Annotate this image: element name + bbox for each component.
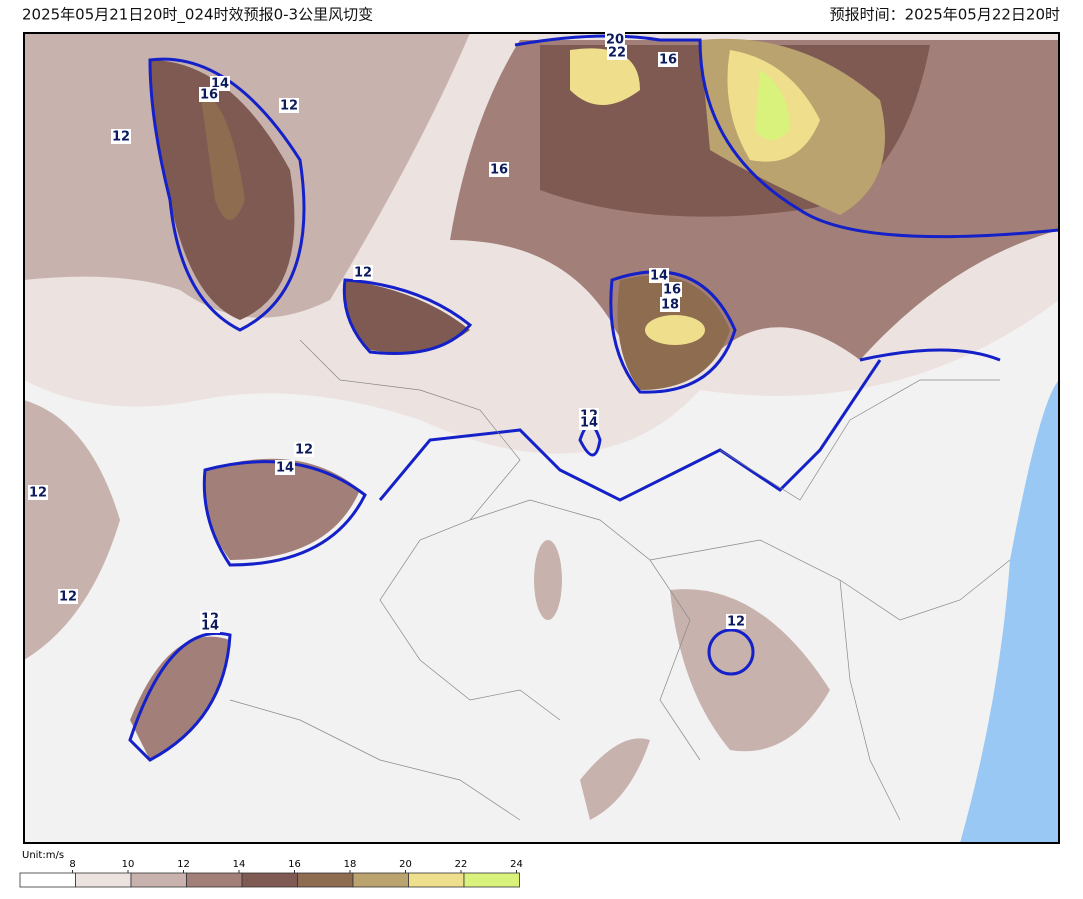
contour-labels: 2022161416121216121416181214121412121214… bbox=[28, 32, 746, 634]
contour-label: 12 bbox=[727, 615, 745, 630]
colorbar-label: 14 bbox=[233, 859, 246, 870]
colorbar-label: 8 bbox=[69, 859, 75, 870]
colorbar-box bbox=[241, 872, 298, 888]
legend-unit: Unit:m/s bbox=[22, 850, 64, 861]
contour-label: 12 bbox=[59, 590, 77, 605]
contour-label-bg bbox=[200, 618, 220, 633]
contour-label-bg bbox=[660, 297, 680, 312]
map-title: 2025年05月21日20时_024时效预报0-3公里风切变 bbox=[22, 6, 373, 25]
contour-label-bg bbox=[607, 45, 627, 60]
contour-label-bg bbox=[353, 265, 373, 280]
contour-label-bg bbox=[58, 589, 78, 604]
contour-label-bg bbox=[489, 162, 509, 177]
valid-time: 预报时间：2025年05月22日20时 bbox=[830, 6, 1060, 24]
contour-label-bg bbox=[111, 129, 131, 144]
contour-label: 12 bbox=[280, 99, 298, 114]
colorbar-box bbox=[19, 872, 76, 888]
contour-label-bg bbox=[275, 460, 295, 475]
contour-label: 14 bbox=[580, 416, 598, 431]
contour-label-bg bbox=[605, 32, 625, 47]
contour-label: 16 bbox=[663, 283, 681, 298]
contour-label: 16 bbox=[490, 163, 508, 178]
colorbar: 8 10 12 14 16 18 20 22 24 bbox=[19, 859, 523, 888]
contour-label-bg bbox=[294, 442, 314, 457]
contour-label: 12 bbox=[295, 443, 313, 458]
map-frame bbox=[23, 32, 1060, 844]
contour-label: 18 bbox=[661, 298, 679, 313]
contour-label: 22 bbox=[608, 46, 626, 61]
contour-label-bg bbox=[662, 282, 682, 297]
contour-label: 16 bbox=[200, 88, 218, 103]
colorbar-box bbox=[130, 872, 187, 888]
contour-label-bg bbox=[279, 98, 299, 113]
contour-label: 14 bbox=[201, 619, 219, 634]
colorbar-box bbox=[186, 872, 243, 888]
colorbar-label: 16 bbox=[288, 859, 301, 870]
map-area bbox=[24, 33, 1059, 843]
contour-label-bg bbox=[726, 614, 746, 629]
contour-label: 12 bbox=[29, 486, 47, 501]
contour-label: 20 bbox=[606, 33, 624, 48]
contour-label: 16 bbox=[659, 53, 677, 68]
colorbar-box bbox=[352, 872, 409, 888]
colorbar-label: 22 bbox=[455, 859, 468, 870]
contour-label-bg bbox=[649, 268, 669, 283]
contour-label: 12 bbox=[112, 130, 130, 145]
colorbar-box bbox=[463, 872, 520, 888]
contour-label-bg bbox=[658, 52, 678, 67]
colorbar-label: 20 bbox=[399, 859, 412, 870]
contour-label: 12 bbox=[354, 266, 372, 281]
contour-label-bg bbox=[28, 485, 48, 500]
contour-label: 14 bbox=[650, 269, 668, 284]
colorbar-label: 24 bbox=[510, 859, 523, 870]
colorbar-label: 18 bbox=[344, 859, 357, 870]
contour-label: 14 bbox=[276, 461, 294, 476]
colorbar-label: 12 bbox=[177, 859, 190, 870]
contour-label-bg bbox=[579, 415, 599, 430]
colorbar-box bbox=[408, 872, 465, 888]
colorbar-label: 10 bbox=[122, 859, 135, 870]
colorbar-box bbox=[75, 872, 132, 888]
contour-label-bg bbox=[199, 87, 219, 102]
colorbar-box bbox=[297, 872, 354, 888]
